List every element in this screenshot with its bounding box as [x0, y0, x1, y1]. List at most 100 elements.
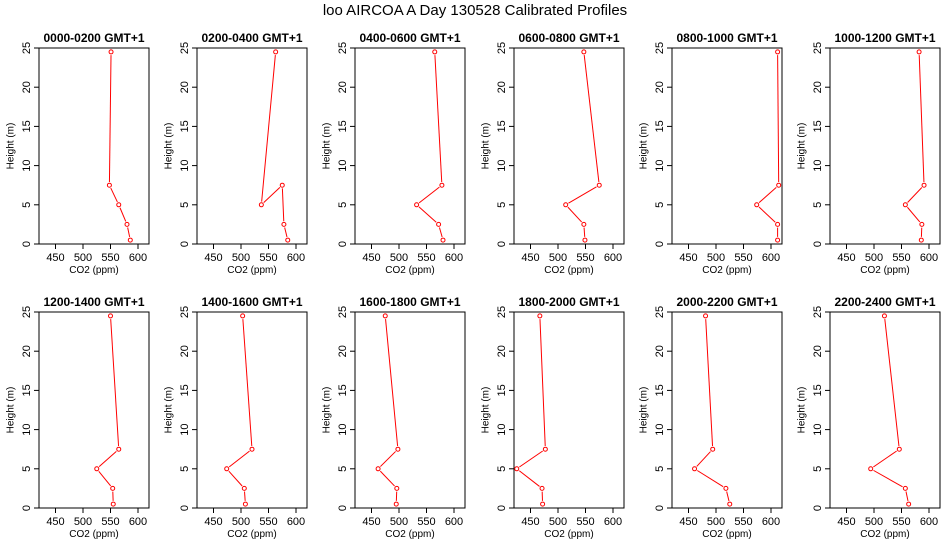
x-tick-label: 500 [865, 516, 883, 528]
y-tick-label: 25 [812, 306, 824, 318]
x-tick-label: 600 [762, 516, 780, 528]
data-point [692, 466, 698, 472]
x-tick-label: 600 [604, 516, 622, 528]
data-point [224, 466, 230, 472]
plot-frame [354, 311, 466, 509]
series-segment [696, 470, 724, 488]
data-point [110, 485, 116, 491]
data-point [902, 202, 908, 208]
series-segment [98, 450, 117, 468]
y-axis-label: Height (m) [481, 123, 492, 170]
y-tick-label: 15 [179, 384, 191, 396]
x-tick-label: 600 [129, 516, 147, 528]
data-point [582, 237, 588, 243]
data-point [279, 182, 285, 188]
chart-title: 1800-2000 GMT+1 [518, 295, 619, 309]
y-tick-label: 0 [21, 505, 33, 511]
y-tick-label: 20 [179, 81, 191, 93]
y-tick-label: 25 [496, 306, 508, 318]
data-point [258, 202, 264, 208]
y-tick-label: 0 [179, 241, 191, 247]
y-tick-label: 20 [654, 81, 666, 93]
series-segment [380, 451, 396, 467]
x-tick-label: 550 [892, 252, 910, 264]
chart-title: 0200-0400 GMT+1 [201, 31, 302, 45]
data-point [776, 182, 782, 188]
data-point [539, 485, 545, 491]
y-tick-label: 10 [812, 159, 824, 171]
x-tick-label: 600 [920, 516, 938, 528]
y-tick-label: 25 [337, 306, 349, 318]
chart-panel: 0000-0200 GMT+1 450 500 550 600 0 5 10 15 20 25 CO2… [6, 31, 150, 276]
plot-frame [671, 311, 783, 509]
x-tick-label: 600 [445, 252, 463, 264]
x-tick-label: 500 [232, 516, 250, 528]
data-point [375, 466, 381, 472]
series-segment [228, 470, 243, 487]
data-point [775, 49, 781, 55]
x-tick-label: 500 [549, 252, 567, 264]
series-segment [98, 470, 112, 487]
chart-title: 1400-1600 GMT+1 [201, 295, 302, 309]
series-segment [284, 227, 288, 238]
x-tick-label: 500 [74, 516, 92, 528]
chart-title: 2000-2200 GMT+1 [676, 295, 777, 309]
y-axis-label: Height (m) [481, 387, 492, 434]
x-tick-label: 500 [707, 252, 725, 264]
series-segment [583, 227, 586, 237]
series-segment [518, 470, 540, 487]
x-axis-label: CO2 (ppm) [69, 265, 118, 276]
data-point [902, 485, 908, 491]
plot-frame [829, 47, 941, 245]
data-point [727, 501, 733, 507]
x-tick-label: 500 [232, 252, 250, 264]
plot-frame [38, 311, 150, 509]
y-tick-label: 5 [337, 466, 349, 472]
y-tick-label: 0 [337, 241, 349, 247]
data-point [241, 485, 247, 491]
y-tick-label: 25 [654, 306, 666, 318]
x-tick-label: 450 [204, 516, 222, 528]
series-segment [228, 450, 250, 468]
y-axis-label: Height (m) [797, 387, 808, 434]
x-tick-label: 450 [837, 516, 855, 528]
data-point [581, 221, 587, 227]
data-point [710, 446, 716, 452]
series-segment [907, 187, 923, 203]
series-segment [884, 319, 900, 447]
series-segment [583, 55, 600, 183]
data-point [436, 221, 442, 227]
series-segment [119, 207, 127, 222]
y-tick-label: 5 [496, 202, 508, 208]
y-tick-label: 25 [179, 42, 191, 54]
x-tick-label: 450 [679, 252, 697, 264]
data-point [116, 202, 122, 208]
x-tick-label: 450 [362, 516, 380, 528]
data-point [906, 501, 912, 507]
x-axis-label: CO2 (ppm) [69, 529, 118, 540]
data-point [540, 501, 546, 507]
y-tick-label: 20 [337, 345, 349, 357]
x-tick-label: 450 [204, 252, 222, 264]
y-axis-label: Height (m) [164, 387, 175, 434]
x-tick-label: 600 [604, 252, 622, 264]
series-segment [242, 319, 253, 447]
chart-panel: 1000-1200 GMT+1 450 500 550 600 0 5 10 15 20 25 CO2… [797, 31, 941, 276]
series-segment [438, 227, 443, 238]
y-tick-label: 0 [179, 505, 191, 511]
x-axis-label: CO2 (ppm) [227, 529, 276, 540]
y-tick-label: 25 [179, 306, 191, 318]
y-tick-label: 15 [496, 384, 508, 396]
x-axis-label: CO2 (ppm) [227, 265, 276, 276]
data-point [393, 501, 399, 507]
y-axis-label: Height (m) [322, 123, 333, 170]
x-tick-label: 600 [762, 252, 780, 264]
series-segment [777, 55, 780, 183]
y-tick-label: 10 [337, 423, 349, 435]
series-segment [905, 491, 909, 502]
data-point [394, 485, 400, 491]
x-axis-label: CO2 (ppm) [544, 265, 593, 276]
data-point [921, 182, 927, 188]
y-tick-label: 20 [812, 81, 824, 93]
